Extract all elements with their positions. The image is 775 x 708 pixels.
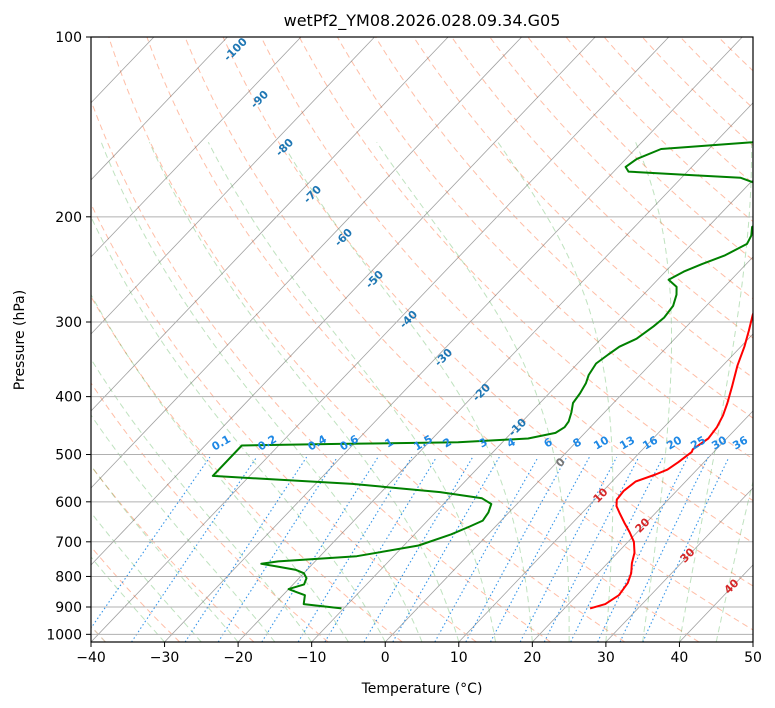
plot-frame [90,36,754,643]
mixing-ratio-line [642,456,730,642]
pressure-gridlines [91,37,753,635]
x-tick-label: 40 [671,650,689,666]
moist-adiabat [91,215,386,642]
x-tick-label: 10 [450,650,468,666]
y-tick-label: 900 [55,600,82,616]
dry-adiabat [91,99,551,642]
dry-adiabat [489,37,753,300]
series-layer [211,141,753,610]
isotherm-line [311,179,753,642]
x-tick-label: −40 [76,650,106,666]
dry-adiabat [184,37,753,631]
mixing-ratio-line [131,456,258,642]
x-tick-label: −10 [297,650,327,666]
moist-adiabat [148,141,460,642]
dry-adiabat [146,37,700,642]
x-axis-title: Temperature (°C) [361,681,483,697]
moist-adiabat [91,464,239,642]
x-tick-label: −20 [223,650,253,666]
mixing-ratio-line [297,456,413,642]
y-tick-label: 600 [55,495,82,511]
isotherm-line [91,37,596,566]
dry-adiabat [527,37,753,261]
mixing-ratio-line [324,456,437,642]
isotherm-line [91,37,302,258]
dry-adiabats [91,37,753,642]
y-tick-label: 400 [55,390,82,406]
moist-adiabat [635,142,672,642]
mixing-ratio-line [363,456,474,642]
y-tick-label: 100 [55,30,82,46]
y-tick-label: 700 [55,535,82,551]
mixing-ratio-line [392,456,500,642]
isotherm-line [384,256,753,642]
dry-adiabat [91,295,403,642]
moist-adiabat [91,511,202,642]
isotherm-line [91,37,449,412]
moist-adiabat [281,141,533,642]
dry-adiabat [336,37,753,460]
dry-adiabat [375,37,753,419]
y-axis: 100 200 300 400 500 600 700 800 900 1000 [46,30,91,643]
y-tick-label: 300 [55,315,82,331]
moist-adiabat [678,142,753,642]
dry-adiabat [222,37,753,587]
moist-adiabat [91,414,276,642]
x-tick-label: 50 [744,650,762,666]
x-tick-label: 0 [381,650,390,666]
isotherm-line [91,37,375,335]
moist-adiabat [376,141,570,642]
x-axis: −40 −30 −20 −10 0 10 20 30 40 50 [76,642,762,666]
y-tick-label: 1000 [46,627,82,643]
x-tick-label: −30 [150,650,180,666]
isotherm-line [91,37,670,642]
dry-adiabat [108,37,626,642]
mixing-ratio-lines [91,456,730,642]
moist-adiabat [100,142,423,642]
isotherm-line [164,37,743,642]
isotherm-line [458,333,753,642]
x-tick-label: 30 [597,650,615,666]
y-tick-label: 800 [55,569,82,585]
dry-adiabat [91,465,255,642]
isotherms [91,37,753,642]
mixing-ratio-line [434,456,539,642]
mixing-ratio-line [261,456,379,642]
mixing-ratio-line [91,456,211,630]
x-tick-label: 20 [523,650,541,666]
isotherm-line [91,37,522,489]
dry-adiabat [413,37,753,379]
dry-adiabat [91,202,477,642]
plot-area: -100-90-80-70-60-50-40-30-20-100.1 0.2 0.4… [91,37,753,642]
mixing-ratio-line [597,456,689,642]
y-tick-label: 200 [55,210,82,226]
y-tick-label: 500 [55,448,82,464]
chart-title: wetPf2_YM08.2026.028.09.34.G05 [284,11,561,31]
moist-adiabat [497,141,614,642]
y-axis-title: Pressure (hPa) [12,290,28,390]
isotherm-line [605,487,753,642]
moist-adiabat [715,479,753,642]
dry-adiabat [260,37,753,544]
isotherm-line [237,102,753,642]
temperature-profile [589,311,753,610]
dewpoint-profile [211,141,753,610]
dry-adiabat [641,37,753,147]
isotherm-line [532,410,753,642]
moist-adiabat [91,358,313,642]
mixing-ratio-line [570,456,664,642]
isotherm-line [91,37,228,181]
mixing-ratio-line [619,456,709,642]
